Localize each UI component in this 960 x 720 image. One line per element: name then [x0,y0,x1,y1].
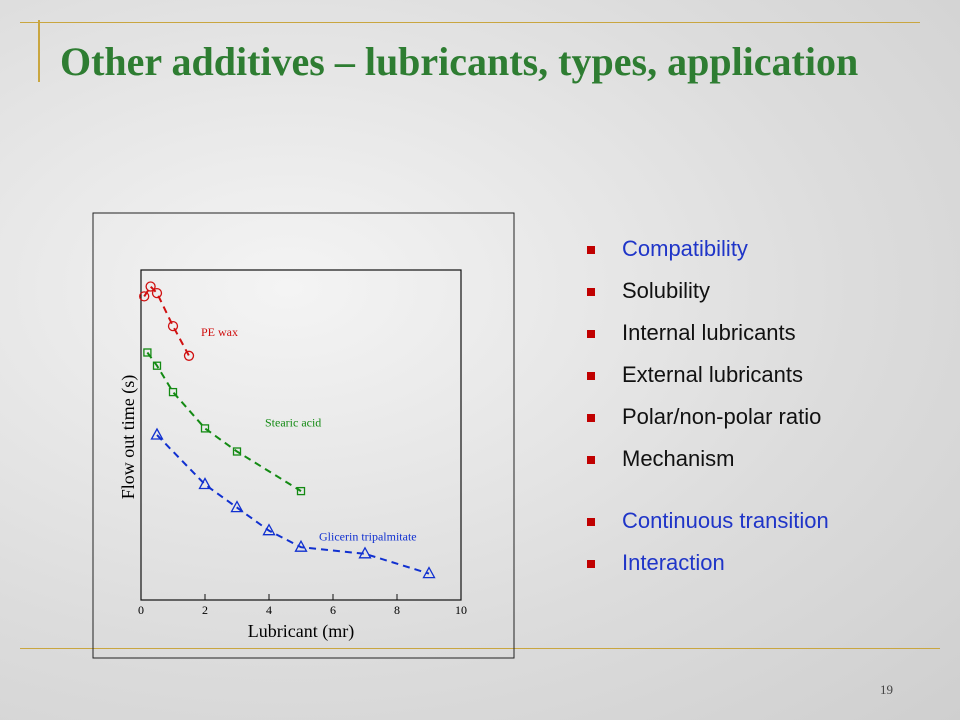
data-point [200,424,210,433]
series-line [156,434,430,575]
x-tick-label: 2 [202,603,208,617]
data-point [422,566,436,579]
data-point [262,523,276,536]
data-point [139,291,150,302]
data-point [294,539,308,552]
data-point [168,387,178,397]
slide-title: Other additives – lubricants, types, app… [60,39,859,84]
bullet-item: Solubility [585,270,829,312]
bullet-item: Mechanism [585,438,829,480]
data-point [232,447,242,456]
plot-frame [140,269,462,601]
decor-line [20,648,940,649]
data-point [150,427,164,440]
x-axis-label: Lubricant (mr) [248,621,354,642]
data-point [143,348,152,357]
data-point [198,477,212,490]
decor-line [38,20,40,82]
bullet-item: Continuous transition [585,500,829,542]
series-label: Stearic acid [265,415,321,429]
bullet-item: External lubricants [585,354,829,396]
data-point [296,486,306,496]
x-tick-label: 4 [266,603,272,617]
data-point [183,350,195,361]
x-tick-label: 6 [330,603,336,617]
data-point [230,500,244,513]
bullet-item: Internal lubricants [585,312,829,354]
series-label: Glicerin tripalmitate [319,530,417,544]
bullet-item: Compatibility [585,228,829,270]
x-tick-label: 8 [394,603,400,617]
data-point [152,361,162,370]
x-tick-label: 0 [138,603,144,617]
data-point [151,287,163,299]
chart-frame [92,212,515,659]
bullet-item: Polar/non-polar ratio [585,396,829,438]
data-point [167,320,179,332]
data-point [358,546,372,559]
data-point [145,281,156,292]
series-label: PE wax [201,325,238,339]
y-axis-label: Flow out time (s) [118,375,139,500]
decor-line [20,22,920,23]
bullet-item: Interaction [585,542,829,584]
bullet-list: Compatibility Solubility Internal lubrican… [585,228,829,584]
x-tick-label: 10 [455,603,467,617]
series-line [146,351,302,492]
series-line [143,284,190,357]
page-number: 19 [880,682,893,697]
